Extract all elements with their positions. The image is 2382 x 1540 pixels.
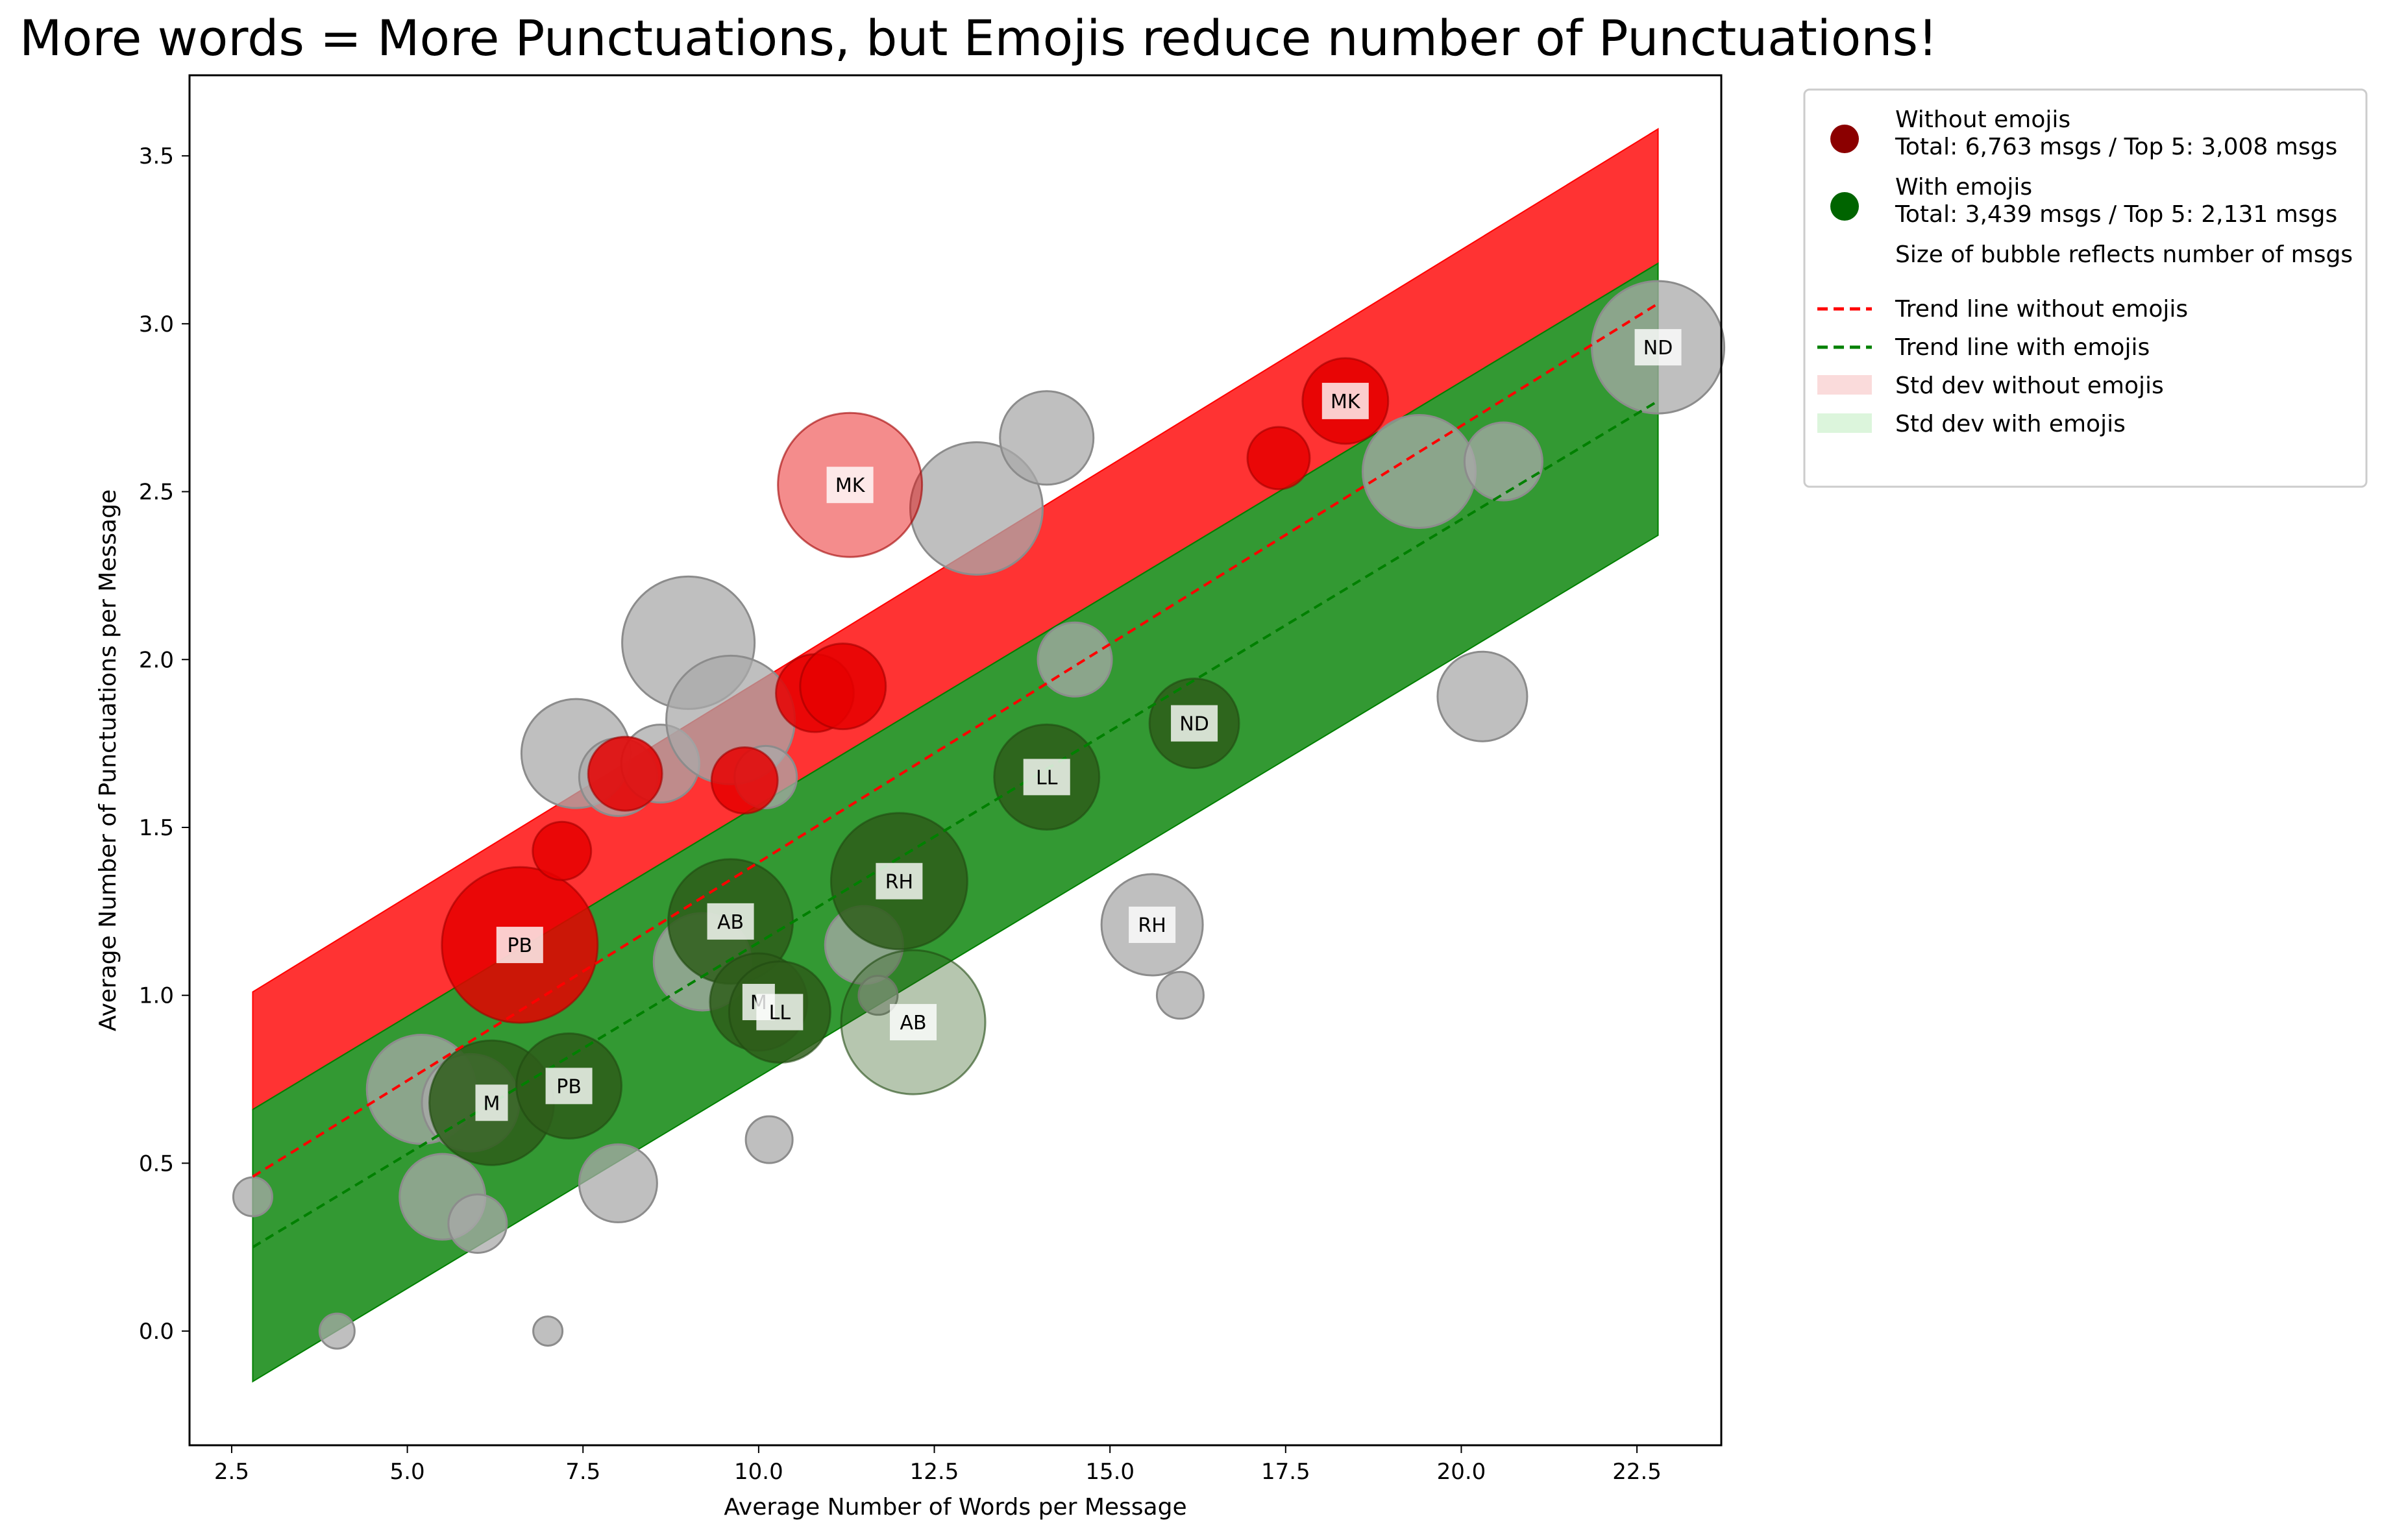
bubble-other-21 [1436,650,1529,742]
annotation-box [1023,759,1070,796]
x-axis-label: Average Number of Words per Message [724,1494,1186,1521]
legend-patch-key [1817,375,1872,395]
annotation-label: LL [1036,766,1058,789]
bubble-without-emojis-5 [799,642,887,731]
y-tick-label: 1.5 [139,815,174,841]
x-tick-label: 20.0 [1437,1459,1486,1485]
annotation-label: ND [1643,337,1673,360]
annotation-label: RH [1138,914,1166,937]
annotation-box [1321,382,1369,419]
annotation-box [1171,705,1218,742]
x-tick-label: 7.5 [565,1459,600,1485]
legend-note: Size of bubble reflects number of msgs [1895,241,2353,268]
bubble-other-2 [532,1315,564,1347]
annotation-label: MK [1331,391,1361,413]
legend-sublabel: Total: 3,439 msgs / Top 5: 2,131 msgs [1895,201,2337,228]
legend-box [1803,88,2368,488]
y-tick-label: 3.5 [139,143,174,169]
bubble-other-15 [909,441,1044,576]
x-tick-label: 22.5 [1612,1459,1662,1485]
bubble-other-19 [1155,971,1205,1020]
bubble-other-16 [999,390,1095,486]
y-tick-label: 1.0 [139,983,174,1009]
x-tick-label: 5.0 [390,1459,425,1485]
y-tick-label: 2.0 [139,647,174,673]
y-tick-label: 2.5 [139,480,174,506]
y-tick-label: 0.5 [139,1151,174,1177]
y-axis-label: Average Number of Punctuations per Messa… [95,489,121,1031]
annotation-label: PB [556,1075,582,1098]
bubble-other-20 [1361,414,1477,530]
x-tick-label: 15.0 [1085,1459,1135,1485]
annotation-label: ND [1179,713,1209,736]
annotation-box [475,1084,508,1121]
annotation-box [756,994,804,1031]
x-tick-label: 17.5 [1261,1459,1310,1485]
legend-label: With emojis [1895,174,2032,201]
legend-label: Trend line with emojis [1895,334,2150,361]
annotation-label: PB [507,935,532,957]
annotation-box [545,1068,593,1105]
annotation-box [876,862,923,899]
bubble-other-6 [744,1115,794,1164]
legend-marker [1830,125,1859,153]
annotation-label: AB [717,911,744,934]
bubble-other-1 [318,1312,356,1350]
annotation-box [890,1004,937,1041]
chart-title: More words = More Punctuations, but Emoj… [19,9,1938,67]
bubble-without-emojis-6 [587,735,663,812]
legend-marker [1830,192,1859,221]
bubble-without-emojis-7 [532,820,593,881]
legend-label: Without emojis [1895,106,2070,133]
annotation-label: AB [900,1012,926,1034]
annotation-box [707,903,754,940]
bubble-other-22 [1463,421,1543,502]
y-tick-label: 3.0 [139,312,174,337]
bubble-without-emojis-3 [1246,426,1311,491]
legend-label: Std dev without emojis [1895,373,2164,399]
x-tick-label: 2.5 [214,1459,249,1485]
annotation-label: M [484,1092,500,1115]
annotation-box [826,467,874,504]
bubble-other-26 [857,975,899,1016]
x-tick-label: 10.0 [734,1459,783,1485]
legend-sublabel: Total: 6,763 msgs / Top 5: 3,008 msgs [1895,134,2337,160]
trend-line-without-emojis [252,302,1659,1178]
bubble-other-4 [447,1193,508,1254]
annotation-label: RH [885,871,913,894]
y-tick-label: 0.0 [139,1319,174,1345]
plot-area-frame [188,74,1723,1447]
annotation-box [1129,907,1176,944]
legend-label: Trend line without emojis [1895,296,2188,323]
x-tick-label: 12.5 [910,1459,959,1485]
annotation-label: LL [769,1002,791,1025]
annotation-label: MK [835,474,866,497]
legend-label: Std dev with emojis [1895,411,2126,437]
annotation-box [496,927,543,964]
bubble-other-5 [578,1143,658,1223]
bubble-other-17 [1037,621,1113,698]
annotation-box [1634,329,1682,366]
bubble-other-0 [232,1176,273,1217]
bubble-without-emojis-8 [710,746,779,815]
legend-patch-key [1817,413,1872,433]
